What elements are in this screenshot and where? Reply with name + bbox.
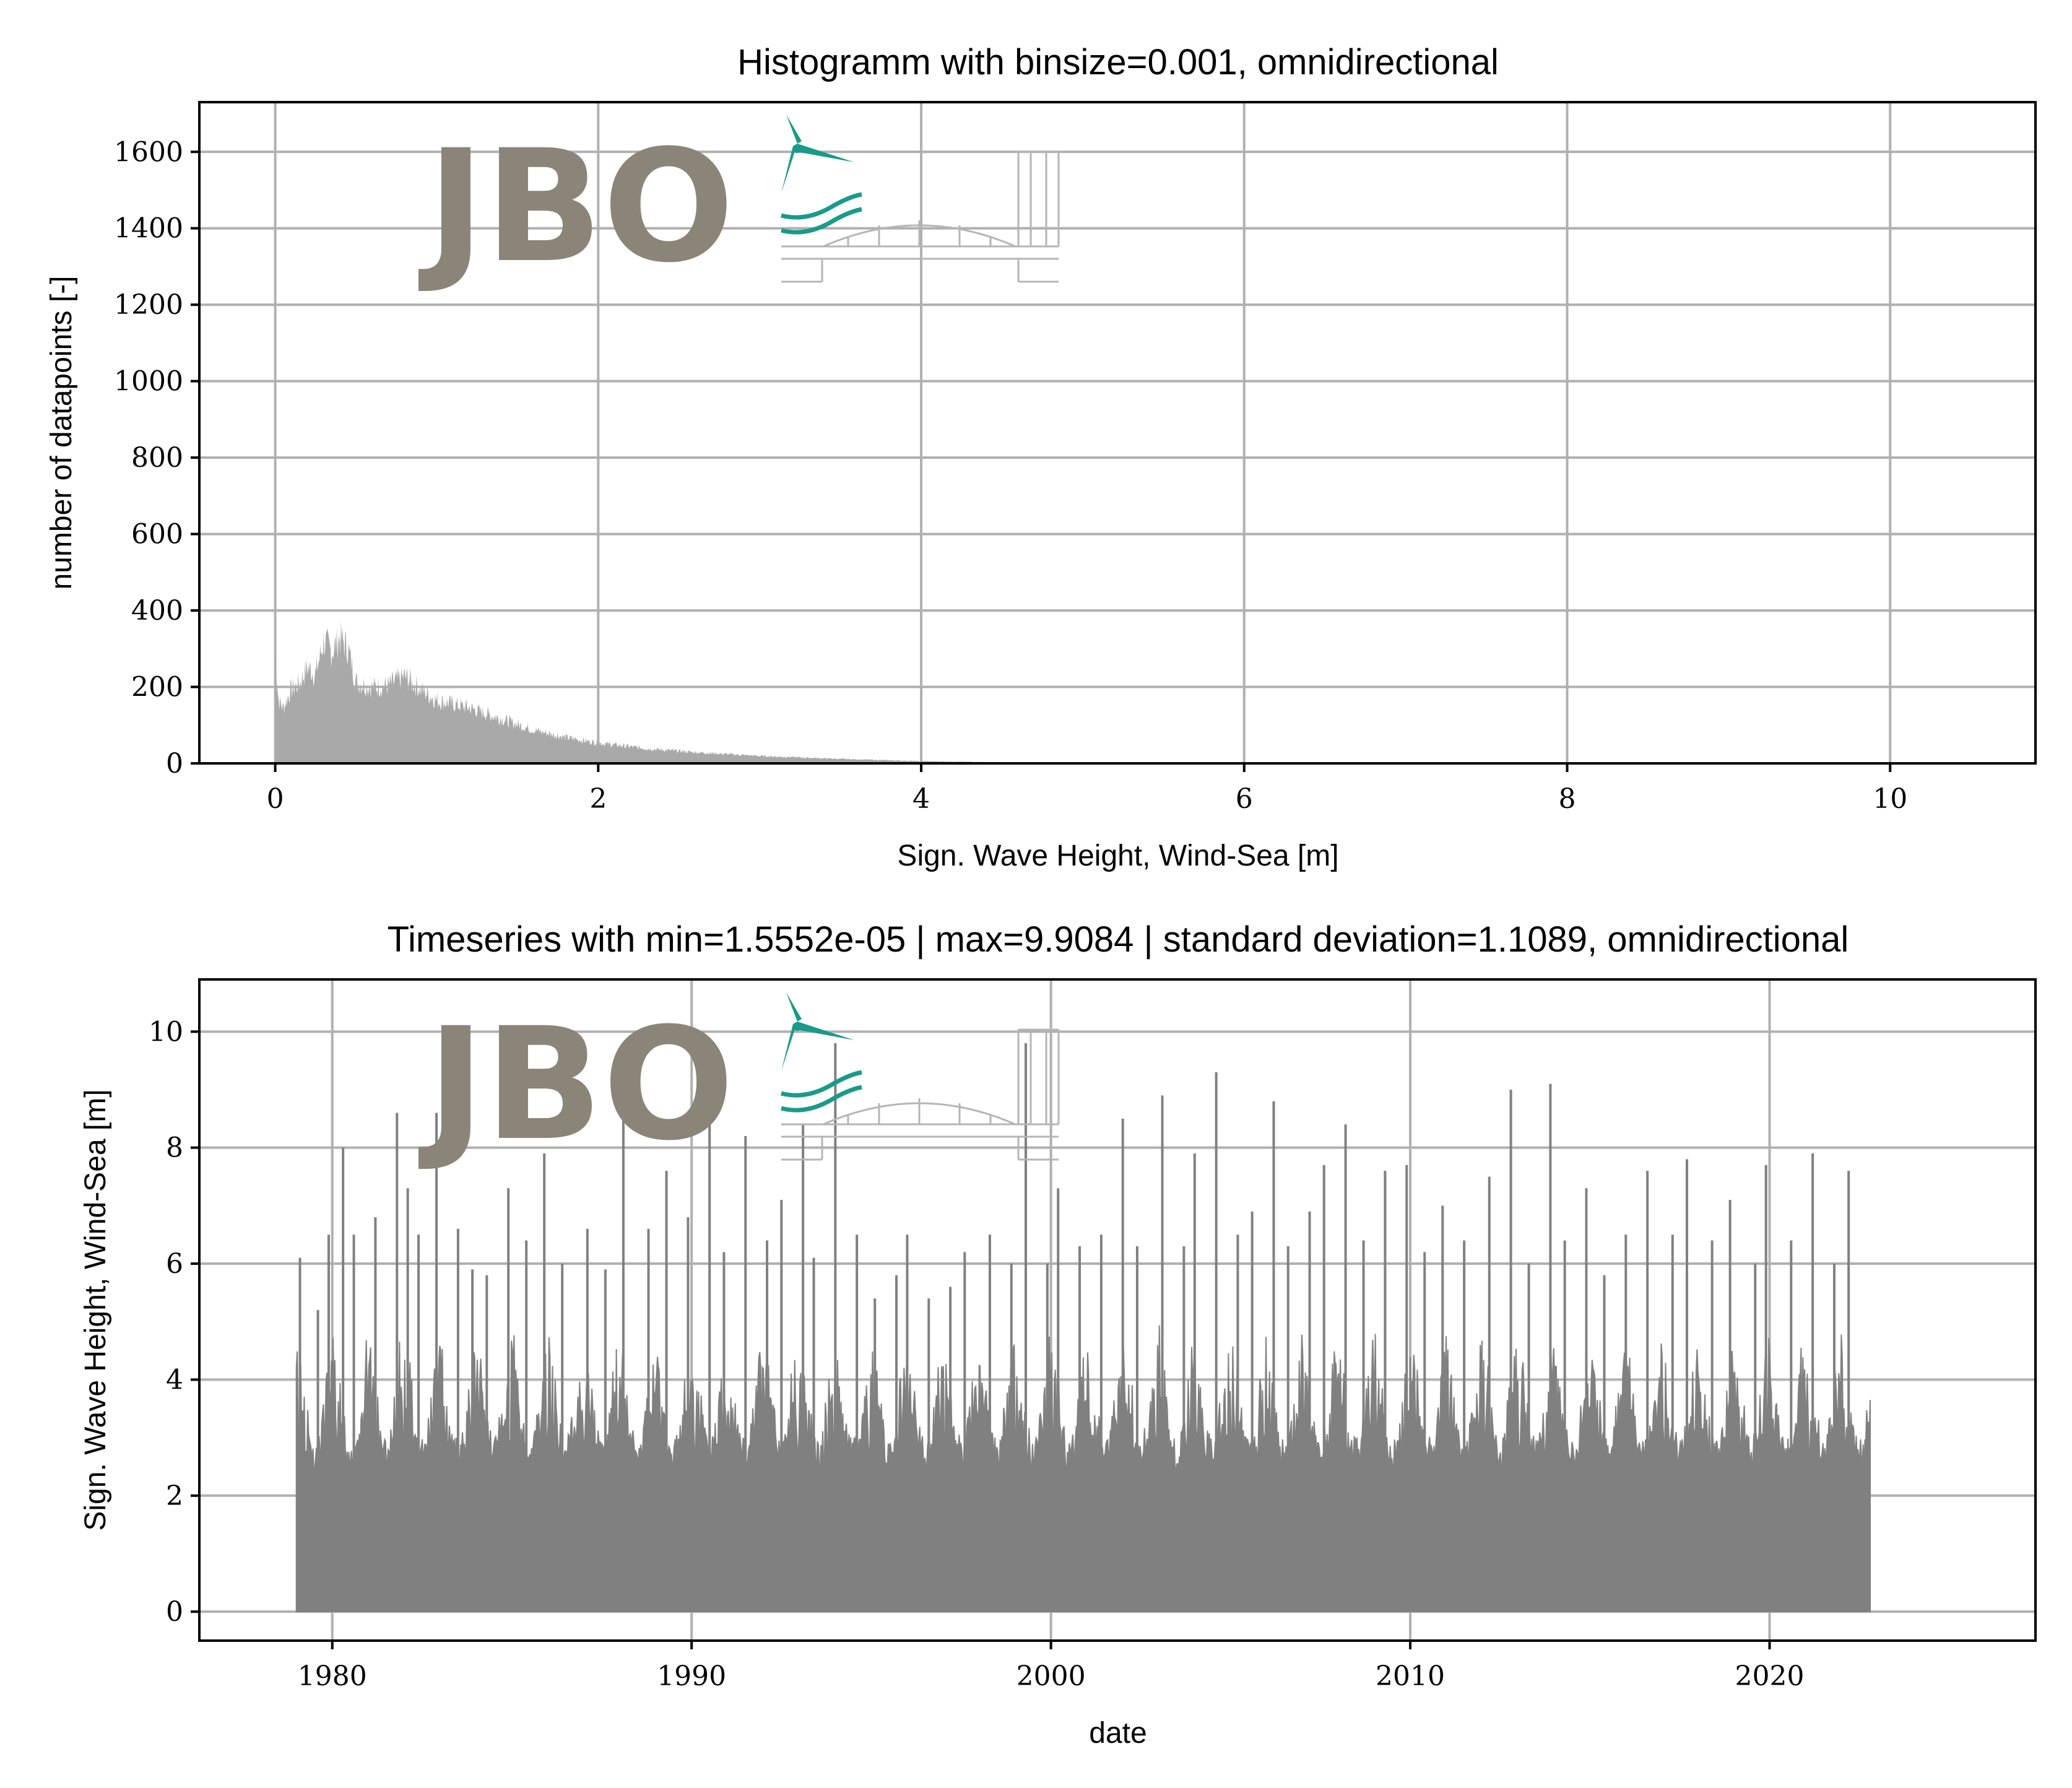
timeseries-xtick-label: 1990	[657, 1660, 726, 1692]
histogram-ytick-label: 1200	[114, 289, 183, 321]
histogram-xtick-label: 10	[1873, 783, 1907, 815]
timeseries-title: Timeseries with min=1.5552e-05 | max=9.9…	[388, 919, 1849, 960]
histogram-ytick-label: 600	[131, 519, 183, 550]
histogram-ytick-label: 1000	[114, 366, 183, 397]
histogram-ytick-label: 800	[131, 442, 183, 474]
jbo-logo-text-2: JBO	[418, 994, 734, 1174]
jbo-logo: JBO	[418, 115, 1060, 297]
timeseries-xtick-label: 2010	[1376, 1660, 1445, 1692]
timeseries-ytick-label: 6	[166, 1248, 183, 1280]
histogram-ytick-label: 1600	[114, 136, 183, 168]
timeseries-ytick-label: 10	[149, 1016, 183, 1048]
histogram-ytick-label: 0	[166, 748, 183, 779]
timeseries-data	[295, 1043, 1871, 1613]
bridge-icon	[781, 150, 1060, 283]
histogram-bars	[275, 620, 1244, 763]
histogram-xtick-label: 2	[589, 783, 607, 815]
histogram-frame	[198, 101, 2037, 765]
histogram-xtick-label: 4	[912, 783, 930, 815]
histogram-grid	[199, 102, 2035, 765]
histogram-ytick-label: 1400	[114, 213, 183, 245]
waves-icon	[781, 192, 862, 235]
histogram-ytick-label: 200	[131, 672, 183, 703]
histogram-xtick-label: 8	[1559, 783, 1576, 815]
histogram-panel: Histogramm with binsize=0.001, omnidirec…	[45, 42, 2037, 872]
wind-turbine-icon	[781, 115, 854, 193]
timeseries-xtick-label: 1980	[298, 1660, 367, 1692]
timeseries-ytick-label: 2	[166, 1480, 183, 1512]
timeseries-ylabel: Sign. Wave Height, Wind-Sea [m]	[79, 1089, 112, 1530]
histogram-xtick-label: 0	[267, 783, 284, 815]
histogram-ylabel: number of datapoints [-]	[45, 276, 78, 590]
histogram-title: Histogramm with binsize=0.001, omnidirec…	[737, 42, 1499, 82]
timeseries-xtick-label: 2000	[1016, 1660, 1086, 1692]
timeseries-panel: Timeseries with min=1.5552e-05 | max=9.9…	[79, 919, 2037, 1750]
timeseries-ytick-label: 0	[166, 1596, 183, 1628]
timeseries-ticks: 1980 1990 2000 2010 2020 0 2 4 6 8 10	[149, 1016, 1804, 1692]
waves-icon-2	[781, 1070, 862, 1113]
histogram-xlabel: Sign. Wave Height, Wind-Sea [m]	[897, 840, 1338, 872]
timeseries-xtick-label: 2020	[1735, 1660, 1804, 1692]
histogram-area	[275, 620, 1244, 763]
wind-turbine-icon-2	[781, 992, 854, 1071]
timeseries-ytick-label: 8	[166, 1132, 183, 1164]
bridge-icon-2	[781, 1028, 1060, 1161]
timeseries-ytick-label: 4	[166, 1364, 183, 1395]
histogram-ytick-label: 400	[131, 595, 183, 627]
timeseries-xlabel: date	[1089, 1717, 1147, 1750]
timeseries-band	[295, 1325, 1871, 1613]
jbo-logo-text: JBO	[418, 116, 734, 297]
histogram-xtick-label: 6	[1236, 783, 1253, 815]
timeseries-frame	[198, 978, 2037, 1642]
jbo-logo-2: JBO	[418, 992, 1060, 1174]
histogram-ticks: 0 2 4 6 8 10 0 200 400 600 800 1000 1200 1400 1600	[114, 136, 1907, 815]
